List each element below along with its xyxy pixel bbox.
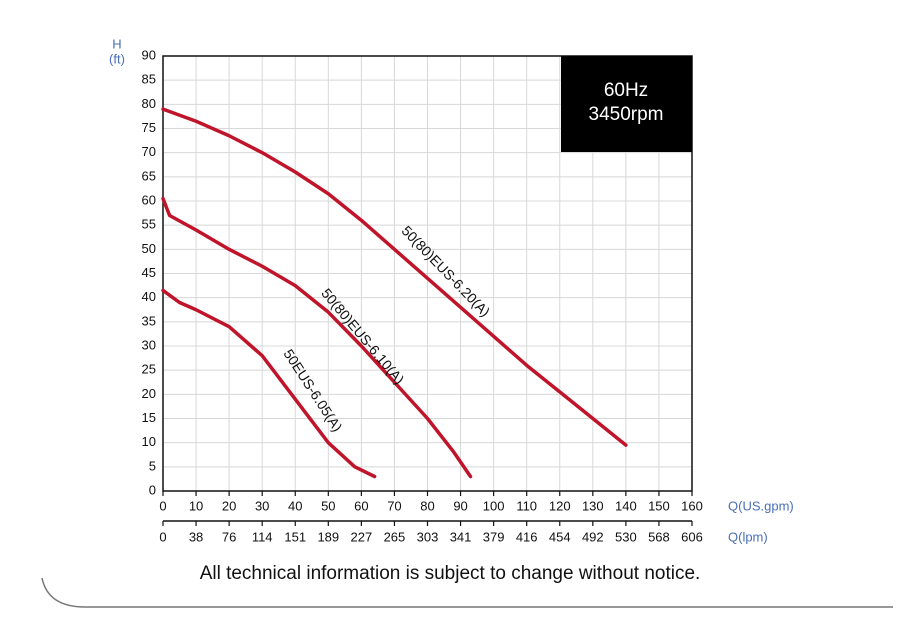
x-axis-label: Q(US.gpm) (728, 498, 794, 513)
info-box (561, 56, 692, 152)
pump-curve (161, 196, 473, 479)
x2-tick-label: 492 (582, 529, 604, 544)
y-tick-label: 55 (142, 217, 156, 232)
y-axis-unit: (ft) (109, 51, 125, 66)
x-tick-label: 90 (453, 498, 467, 513)
x2-tick-label: 189 (317, 529, 339, 544)
x2-tick-label: 0 (159, 529, 166, 544)
x2-tick-label: 76 (222, 529, 236, 544)
y-tick-label: 75 (142, 120, 156, 135)
x-tick-label: 10 (189, 498, 203, 513)
y-tick-label: 80 (142, 96, 156, 111)
x2-tick-label: 265 (384, 529, 406, 544)
footer-line (41, 577, 893, 608)
x2-tick-label: 379 (483, 529, 505, 544)
x2-tick-label: 568 (648, 529, 670, 544)
pump-curve (161, 288, 377, 479)
x2-tick-label: 114 (252, 529, 273, 544)
y-tick-label: 45 (142, 265, 156, 280)
y-tick-label: 25 (142, 362, 156, 377)
footer-note: All technical information is subject to … (200, 563, 701, 584)
x2-axis-label: Q(lpm) (728, 529, 768, 544)
x-tick-label: 30 (255, 498, 269, 513)
info-text: 3450rpm (589, 104, 664, 125)
x-tick-label: 50 (321, 498, 335, 513)
x-tick-label: 60 (354, 498, 368, 513)
x2-tick-label: 38 (189, 529, 203, 544)
x2-tick-label: 416 (516, 529, 538, 544)
y-tick-label: 10 (142, 434, 156, 449)
x2-tick-label: 303 (417, 529, 439, 544)
pump-curve (161, 107, 628, 447)
x2-tick-label: 454 (549, 529, 571, 544)
x-tick-label: 100 (483, 498, 505, 513)
plot-frame (162, 55, 693, 492)
x-tick-label: 160 (681, 498, 703, 513)
y-tick-label: 40 (142, 289, 156, 304)
x-tick-label: 110 (516, 498, 537, 513)
x-tick-label: 120 (549, 498, 571, 513)
y-tick-label: 20 (142, 386, 156, 401)
x2-tick-label: 151 (284, 529, 306, 544)
y-tick-label: 15 (142, 410, 156, 425)
y-tick-label: 35 (142, 313, 156, 328)
x-tick-label: 40 (288, 498, 302, 513)
x-tick-label: 70 (387, 498, 401, 513)
y-tick-label: 90 (142, 47, 156, 62)
x-tick-label: 20 (222, 498, 236, 513)
x2-tick-label: 227 (351, 529, 373, 544)
x-tick-label: 80 (420, 498, 434, 513)
y-tick-label: 50 (142, 241, 156, 256)
y-tick-label: 0 (149, 482, 156, 497)
x2-tick-label: 530 (615, 529, 637, 544)
y-tick-label: 65 (142, 168, 156, 183)
y-tick-label: 30 (142, 337, 156, 352)
y-tick-label: 85 (142, 72, 156, 87)
x-tick-label: 0 (159, 498, 166, 513)
x-tick-label: 150 (648, 498, 670, 513)
x2-tick-label: 341 (450, 529, 472, 544)
x-tick-label: 140 (615, 498, 637, 513)
y-tick-label: 70 (142, 144, 156, 159)
y-tick-label: 5 (149, 458, 156, 473)
info-text: 60Hz (604, 80, 648, 101)
y-axis-label: H (112, 36, 121, 51)
x2-tick-label: 606 (681, 529, 703, 544)
x-tick-label: 130 (582, 498, 604, 513)
curve-label: 50(80)EUS-6.20(A) (399, 222, 494, 319)
y-tick-label: 60 (142, 192, 156, 207)
